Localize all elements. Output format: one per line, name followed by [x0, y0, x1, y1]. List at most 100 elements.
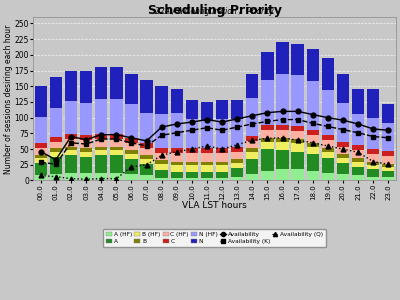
Availability (K) [386, 136, 391, 140]
Availability (K) [174, 131, 179, 134]
Bar [367, 149, 379, 154]
Bar [80, 173, 92, 181]
Availability [340, 118, 345, 122]
Availability [326, 116, 330, 119]
Bar [337, 158, 349, 163]
Bar [322, 148, 334, 152]
Bar [201, 153, 213, 162]
Availability [68, 135, 73, 138]
Bar [216, 148, 228, 153]
Bar [292, 169, 304, 181]
Availability (Q) [326, 144, 330, 148]
Availability (Q) [295, 139, 300, 142]
Bar [80, 140, 92, 148]
Bar [382, 177, 394, 181]
Bar [246, 148, 258, 152]
Bar [140, 155, 153, 159]
Availability (Q) [220, 147, 224, 151]
Bar [367, 154, 379, 162]
Availability (K) [356, 131, 360, 134]
Bar [156, 160, 168, 164]
Bar [246, 152, 258, 158]
Bar [140, 80, 153, 112]
Bar [292, 127, 304, 131]
Bar [125, 143, 138, 150]
Availability (K) [144, 144, 149, 148]
Availability [280, 110, 285, 113]
Bar [50, 77, 62, 108]
Bar [231, 152, 243, 159]
Bar [261, 130, 274, 138]
Availability [159, 125, 164, 129]
Availability (K) [54, 162, 58, 166]
Availability (K) [99, 137, 104, 141]
Bar [306, 130, 319, 135]
Bar [216, 165, 228, 172]
Bar [276, 169, 289, 181]
Bar [367, 118, 379, 149]
Bar [170, 148, 183, 153]
Bar [261, 149, 274, 171]
Bar [170, 112, 183, 148]
Bar [95, 99, 108, 134]
Availability (K) [371, 135, 376, 138]
Bar [140, 176, 153, 181]
Bar [246, 141, 258, 148]
Bar [276, 138, 289, 142]
Availability (Q) [38, 174, 43, 177]
Bar [125, 104, 138, 138]
Bar [216, 100, 228, 119]
Availability [38, 150, 43, 153]
Availability (K) [68, 141, 73, 145]
Bar [140, 159, 153, 164]
Availability (K) [250, 122, 255, 126]
Bar [246, 74, 258, 98]
Bar [201, 102, 213, 121]
Bar [186, 165, 198, 172]
Line: Availability (Q): Availability (Q) [38, 135, 391, 182]
Bar [322, 90, 334, 135]
Title: Scheduling Priority: Scheduling Priority [148, 4, 282, 17]
Y-axis label: Number of sessions desiring each hour: Number of sessions desiring each hour [4, 24, 13, 173]
Bar [382, 156, 394, 164]
Bar [276, 42, 289, 74]
Availability [235, 117, 240, 121]
Bar [216, 172, 228, 178]
Bar [125, 74, 138, 104]
Bar [322, 58, 334, 90]
Bar [125, 138, 138, 143]
Bar [382, 171, 394, 177]
Availability [114, 133, 119, 136]
Availability (K) [235, 125, 240, 129]
Bar [65, 155, 77, 173]
Bar [156, 153, 168, 160]
Bar [140, 164, 153, 176]
Availability (Q) [356, 150, 360, 154]
Text: 22A / A Configuration /  Priority: 22A / A Configuration / Priority [155, 7, 274, 16]
Bar [201, 121, 213, 148]
Availability (Q) [144, 163, 149, 166]
Availability (Q) [386, 162, 391, 166]
Availability (Q) [204, 144, 209, 148]
Availability (K) [114, 137, 119, 141]
Bar [125, 154, 138, 159]
Bar [367, 165, 379, 169]
Bar [337, 154, 349, 158]
Line: Availability: Availability [38, 109, 391, 162]
Bar [95, 134, 108, 139]
Bar [34, 143, 47, 148]
Bar [80, 152, 92, 157]
Bar [306, 49, 319, 81]
Bar [34, 117, 47, 143]
Bar [50, 157, 62, 174]
Availability (Q) [250, 139, 255, 142]
Bar [352, 150, 364, 158]
Bar [322, 140, 334, 148]
Availability (K) [129, 141, 134, 145]
Bar [65, 173, 77, 181]
Bar [231, 100, 243, 119]
Availability [265, 111, 270, 114]
Availability [295, 110, 300, 113]
Bar [95, 68, 108, 99]
Bar [110, 150, 122, 155]
